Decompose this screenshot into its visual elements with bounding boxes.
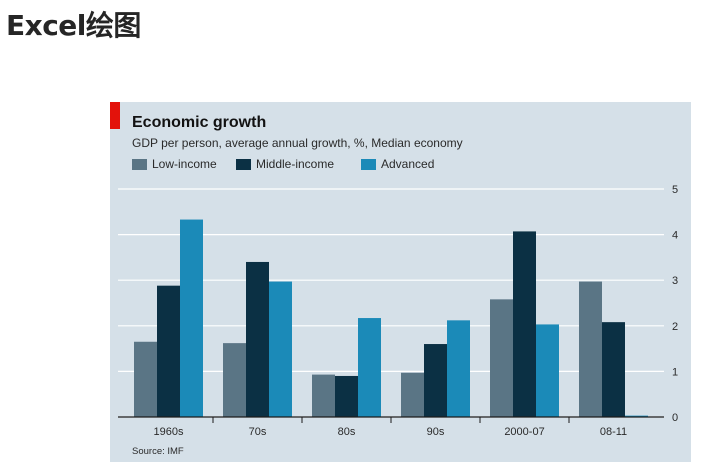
bar-low-income (579, 281, 602, 417)
bar-low-income (401, 372, 424, 417)
x-tick-label: 08-11 (600, 426, 627, 438)
chart-subtitle: GDP per person, average annual growth, %… (132, 136, 463, 150)
bar-advanced (447, 320, 470, 417)
bar-low-income (490, 299, 513, 417)
bar-middle-income (424, 344, 447, 417)
bar-chart-plot: 0 1 2 3 4 5 1960s 70s 80s 90s 2000-07 08-11 (118, 184, 678, 438)
bar-advanced (625, 415, 648, 417)
legend-label: Advanced (381, 157, 435, 171)
bar-middle-income (602, 322, 625, 417)
legend-swatch (236, 159, 251, 170)
chart-panel: Economic growth GDP per person, average … (110, 102, 691, 462)
legend-label: Middle-income (256, 157, 335, 171)
y-tick-label: 3 (672, 275, 678, 287)
slide-title: Excel绘图 (6, 9, 141, 42)
bar-middle-income (157, 285, 180, 417)
bar-advanced (180, 219, 203, 417)
bar-advanced (358, 318, 381, 417)
legend-label: Low-income (152, 157, 217, 171)
y-tick-label: 0 (672, 412, 678, 424)
bar-low-income (223, 343, 246, 417)
bar-middle-income (513, 231, 536, 417)
y-tick-label: 4 (672, 230, 678, 242)
bar-advanced (536, 324, 559, 417)
x-tick-label: 70s (249, 426, 267, 438)
bar-low-income (134, 341, 157, 417)
x-tick-label: 1960s (154, 426, 184, 438)
x-tick-label: 80s (338, 426, 356, 438)
bar-advanced (269, 281, 292, 417)
bar-middle-income (335, 375, 358, 417)
bar-middle-income (246, 261, 269, 417)
y-tick-label: 1 (672, 366, 678, 378)
legend-swatch (132, 159, 147, 170)
x-tick-label: 90s (427, 426, 445, 438)
x-tick-label: 2000-07 (504, 426, 544, 438)
economist-red-tab (110, 102, 120, 129)
y-tick-label: 5 (672, 184, 678, 196)
bar-low-income (312, 374, 335, 417)
chart-title: Economic growth (132, 114, 267, 131)
source-note: Source: IMF (132, 446, 184, 457)
legend-swatch (361, 159, 376, 170)
y-tick-label: 2 (672, 321, 678, 333)
